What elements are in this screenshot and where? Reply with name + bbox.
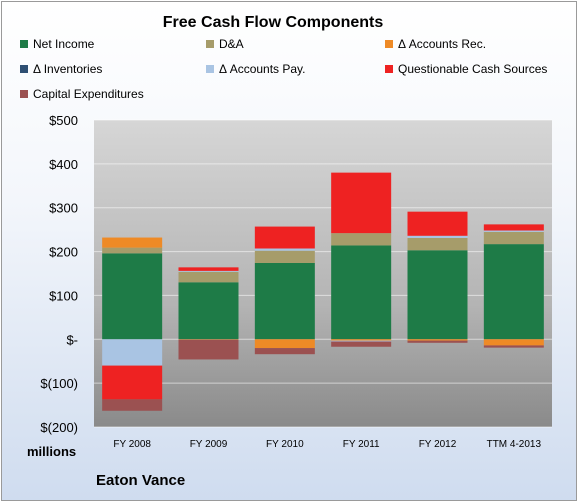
x-tick-label: FY 2011 xyxy=(343,439,380,450)
legend-swatch xyxy=(20,65,28,73)
bar-segment xyxy=(483,224,544,231)
legend-swatch xyxy=(20,90,28,98)
bar-segment xyxy=(254,339,315,349)
bar-segment xyxy=(102,247,163,254)
bar-segment xyxy=(254,248,315,251)
y-tick-label: $200 xyxy=(49,245,78,260)
units-label: millions xyxy=(27,444,77,459)
bar-segment xyxy=(254,348,315,355)
plot-area xyxy=(94,120,552,427)
company-name: Eaton Vance xyxy=(96,472,186,489)
bar-segment xyxy=(331,340,392,342)
bar-segment xyxy=(102,339,163,366)
bar-segment xyxy=(331,341,392,347)
bar-segment xyxy=(483,231,544,245)
bar-segment xyxy=(407,339,468,341)
bar-segment xyxy=(178,282,239,340)
bar-segment xyxy=(254,262,315,340)
bar-segment xyxy=(407,340,468,343)
legend-item-accounts-pay: Δ Accounts Pay. xyxy=(206,62,306,76)
chart-legend: Net Income D&A Δ Accounts Rec. Δ Invento… xyxy=(20,37,560,107)
bar-segment xyxy=(331,172,392,234)
legend-swatch xyxy=(206,65,214,73)
chart-title: Free Cash Flow Components xyxy=(162,14,384,31)
bar-segment xyxy=(407,235,468,238)
legend-label: Δ Inventories xyxy=(33,62,103,76)
legend-swatch xyxy=(206,40,214,48)
bar-segment xyxy=(178,267,239,271)
bar-segment xyxy=(407,250,468,340)
y-tick-label: $100 xyxy=(49,288,78,303)
legend-swatch xyxy=(385,40,393,48)
legend-item-net-income: Net Income xyxy=(20,37,94,51)
legend-item-inventories: Δ Inventories xyxy=(20,62,102,76)
bar-segment xyxy=(254,250,315,263)
x-tick-label: FY 2012 xyxy=(419,439,457,450)
legend-label: Δ Accounts Pay. xyxy=(219,62,306,76)
bar-segment xyxy=(102,365,163,400)
x-tick-label: FY 2008 xyxy=(113,439,151,450)
bar-segment xyxy=(483,345,544,348)
y-tick-label: $500 xyxy=(49,113,78,128)
bar-segment xyxy=(331,339,392,341)
x-tick-label: TTM 4-2013 xyxy=(487,439,542,450)
legend-item-questionable-cash: Questionable Cash Sources xyxy=(385,62,547,76)
y-tick-label: $(200) xyxy=(40,420,78,435)
bar-segment xyxy=(102,399,163,411)
bar-segment xyxy=(483,339,544,346)
bar-segment xyxy=(178,339,239,340)
bar-segment xyxy=(331,245,392,340)
legend-label: Capital Expenditures xyxy=(33,87,144,101)
legend-item-accounts-rec: Δ Accounts Rec. xyxy=(385,37,486,51)
bar-segment xyxy=(407,237,468,251)
legend-item-d-and-a: D&A xyxy=(206,37,244,51)
bar-segment xyxy=(407,211,468,236)
bar-segment xyxy=(102,253,163,340)
bar-segment xyxy=(178,270,239,272)
bar-segment xyxy=(254,226,315,249)
bar-segment xyxy=(178,271,239,283)
legend-label: D&A xyxy=(219,37,244,51)
legend-label: Questionable Cash Sources xyxy=(398,62,548,76)
y-tick-label: $(100) xyxy=(40,376,78,391)
bar-segment xyxy=(331,233,392,246)
x-tick-label: FY 2010 xyxy=(266,439,304,450)
x-tick-label: FY 2009 xyxy=(190,439,228,450)
bar-segment xyxy=(483,244,544,340)
bar-segment xyxy=(178,339,239,360)
bar-segment xyxy=(102,237,163,248)
legend-label: Net Income xyxy=(33,37,95,51)
y-tick-label: $300 xyxy=(49,201,78,216)
legend-swatch xyxy=(20,40,28,48)
y-tick-label: $- xyxy=(66,332,78,347)
legend-item-capex: Capital Expenditures xyxy=(20,87,144,101)
legend-swatch xyxy=(385,65,393,73)
legend-label: Δ Accounts Rec. xyxy=(398,37,487,51)
bar-segment xyxy=(483,230,544,232)
y-tick-label: $400 xyxy=(49,157,78,172)
